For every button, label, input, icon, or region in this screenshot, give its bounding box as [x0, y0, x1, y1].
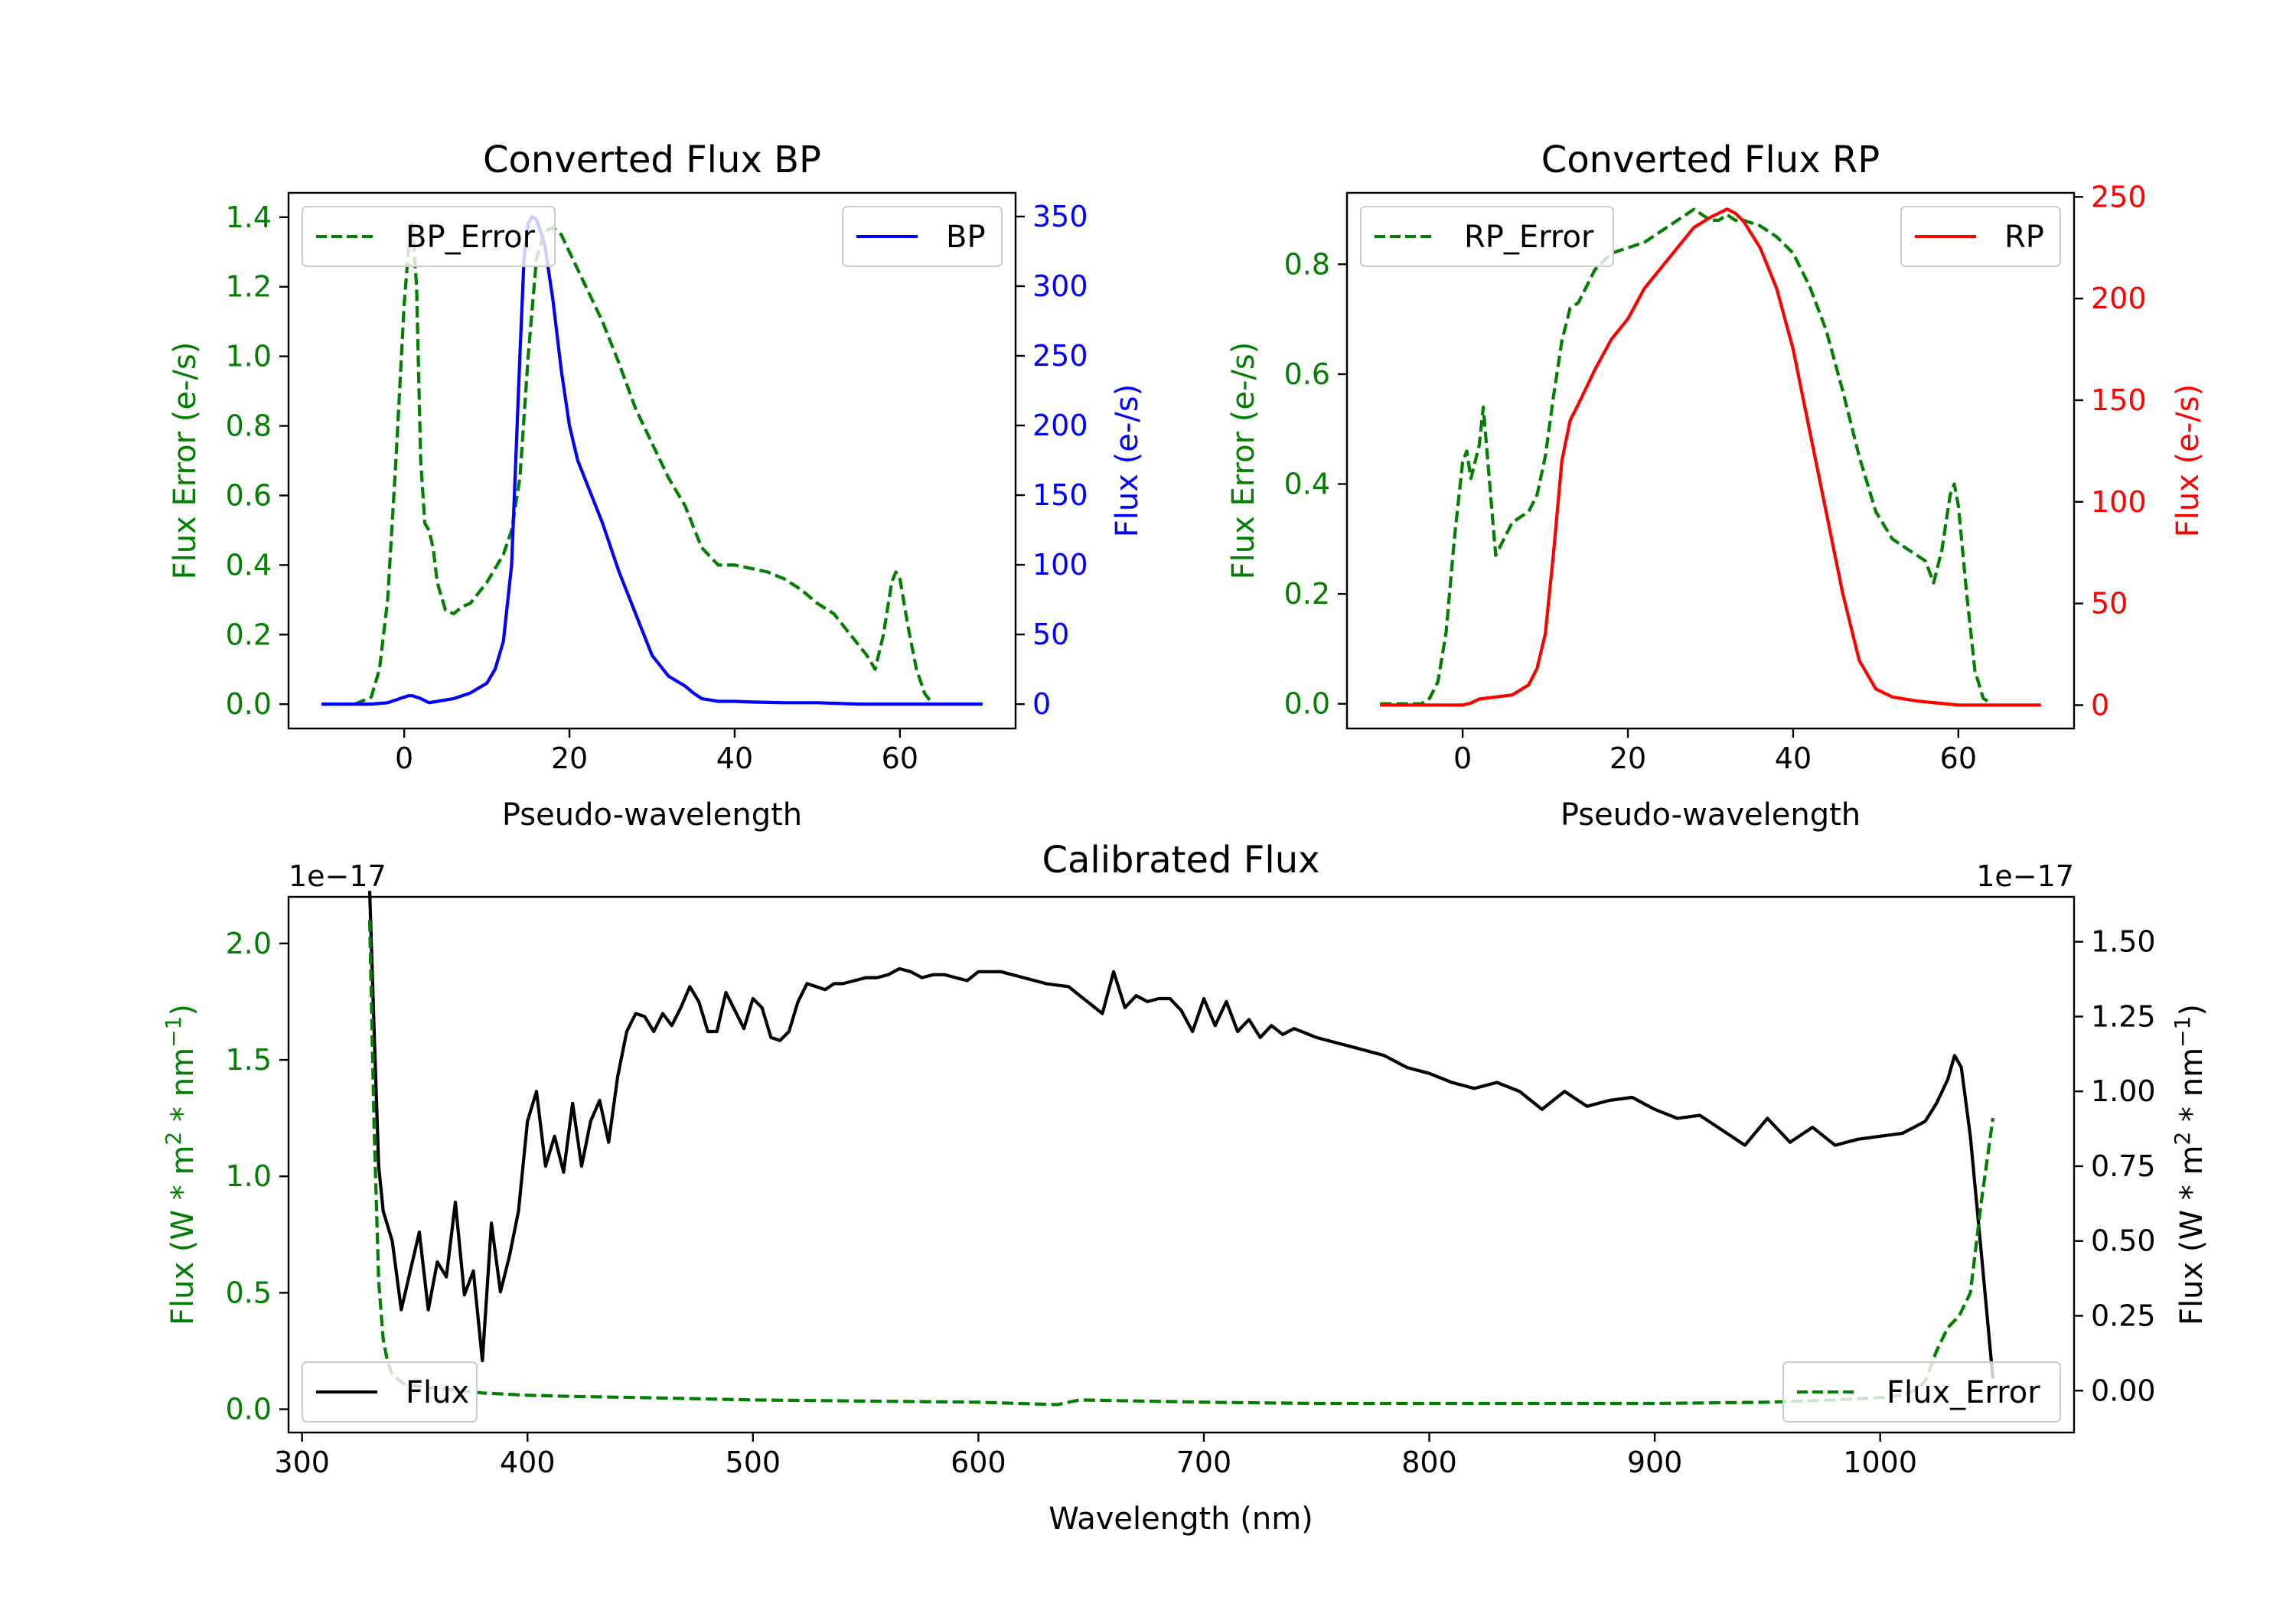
bp-right-tick-label: 50 — [1032, 618, 1069, 651]
rp-legend-label: RP — [2004, 220, 2044, 255]
bp-right-tick-label: 300 — [1032, 269, 1088, 303]
converted-flux-rp-series-rp — [1380, 207, 2041, 707]
rp-x-tick-label: 0 — [1453, 742, 1472, 775]
rp-right-tick-label: 100 — [2091, 485, 2147, 519]
calibrated-panel: Calibrated Flux 1e−17 1e−17 300 400 500 600… — [161, 839, 2210, 1537]
calibrated-right-tick-label: 1.25 — [2091, 999, 2156, 1033]
rp-x-tick-label: 40 — [1775, 742, 1812, 775]
converted-flux-rp-series-rp-error — [1380, 207, 1993, 706]
bp-right-axis-label: Flux (e-/s) — [1110, 384, 1145, 537]
bp-x-tick-label: 40 — [716, 742, 753, 775]
bp-left-tick-label: 0.2 — [226, 618, 272, 651]
rp-left-tick-label: 0.0 — [1284, 687, 1330, 721]
bp-left-tick-label: 1.4 — [226, 200, 272, 234]
calibrated-left-tick-label: 1.5 — [226, 1043, 272, 1077]
calibrated-left-tick-label: 0.0 — [226, 1393, 272, 1426]
calibrated-axes-frame — [287, 895, 2076, 1434]
calibrated-right-offset: 1e−17 — [1976, 859, 2074, 893]
rp-right-tick-label: 50 — [2091, 587, 2128, 621]
rp-legend: RP — [1900, 206, 2061, 267]
calibrated-right-tick-label: 1.50 — [2091, 925, 2156, 959]
bp-right-tick-label: 350 — [1032, 200, 1088, 233]
bp-x-tick-label: 0 — [395, 742, 413, 775]
bp-error-legend: BP_Error — [302, 206, 556, 267]
calibrated-left-offset: 1e−17 — [289, 859, 386, 893]
bp-legend-label: BP — [946, 220, 986, 255]
calibrated-right-tick-label: 0.50 — [2091, 1224, 2156, 1258]
bp-right-tick-label: 100 — [1032, 548, 1088, 582]
calibrated-right-tick-label: 1.00 — [2091, 1074, 2156, 1108]
calibrated-left-axis-label: Flux (W * m2 * nm−1) — [161, 1004, 201, 1325]
rp-left-tick-label: 0.8 — [1284, 247, 1330, 281]
bp-panel: Converted Flux BP 0 20 40 60 0.0 0.2 0.4 0.6 0.8… — [168, 139, 1145, 833]
rp-right-tick-label: 200 — [2091, 282, 2147, 315]
calibrated-left-tick-label: 1.0 — [226, 1159, 272, 1193]
calibrated-x-tick-label: 300 — [274, 1446, 330, 1479]
converted-flux-bp-series-bp — [321, 214, 983, 706]
bp-left-tick-label: 1.0 — [226, 340, 272, 373]
calibrated-x-tick-label: 1000 — [1843, 1446, 1917, 1479]
converted-flux-bp-series-bp-error — [321, 222, 934, 706]
calibrated-x-tick-label: 800 — [1401, 1446, 1457, 1479]
calibrated-x-label: Wavelength (nm) — [1049, 1501, 1313, 1537]
calibrated-title: Calibrated Flux — [1042, 839, 1319, 882]
rp-left-tick-label: 0.6 — [1284, 357, 1330, 391]
rp-right-tick-label: 0 — [2091, 688, 2109, 722]
calibrated-flux-series-flux-error — [367, 920, 1995, 1407]
calibrated-error-legend-label: Flux_Error — [1887, 1375, 2040, 1410]
rp-x-tick-label: 60 — [1940, 742, 1977, 775]
calibrated-x-tick-label: 900 — [1627, 1446, 1683, 1479]
calibrated-x-tick-label: 700 — [1176, 1446, 1232, 1479]
calibrated-right-tick-label: 0.00 — [2091, 1374, 2156, 1407]
bp-x-label: Pseudo-wavelength — [502, 797, 802, 833]
rp-left-tick-label: 0.2 — [1284, 577, 1330, 611]
bp-right-tick-label: 200 — [1032, 409, 1088, 442]
calibrated-left-tick-label: 2.0 — [226, 927, 272, 960]
bp-left-tick-label: 0.4 — [226, 548, 272, 582]
bp-left-tick-label: 0.6 — [226, 478, 272, 512]
bp-right-tick-label: 250 — [1032, 339, 1088, 373]
bp-x-tick-label: 20 — [551, 742, 588, 775]
rp-left-tick-label: 0.4 — [1284, 468, 1330, 501]
bp-left-axis-label: Flux Error (e-/s) — [168, 342, 203, 580]
calibrated-left-tick-label: 0.5 — [226, 1276, 272, 1309]
bp-right-tick-label: 150 — [1032, 478, 1088, 512]
rp-x-label: Pseudo-wavelength — [1561, 797, 1861, 833]
rp-right-axis-label: Flux (e-/s) — [2170, 384, 2206, 537]
bp-left-tick-label: 1.2 — [226, 270, 272, 304]
rp-error-legend-label: RP_Error — [1464, 220, 1594, 255]
rp-plot-area — [1380, 207, 2041, 707]
rp-axes-frame — [1345, 191, 2076, 730]
rp-right-tick-label: 250 — [2091, 180, 2147, 214]
calibrated-flux-series-flux — [367, 891, 1995, 1379]
bp-error-legend-label: BP_Error — [406, 220, 536, 255]
calibrated-x-tick-label: 600 — [951, 1446, 1006, 1479]
calibrated-x-tick-label: 400 — [500, 1446, 556, 1479]
calibrated-error-legend: Flux_Error — [1782, 1361, 2061, 1423]
calibrated-plot-area — [367, 891, 1995, 1407]
calibrated-right-tick-label: 0.75 — [2091, 1149, 2156, 1183]
rp-error-legend: RP_Error — [1360, 206, 1614, 267]
bp-right-tick-label: 0 — [1032, 687, 1051, 721]
bp-title: Converted Flux BP — [483, 139, 821, 181]
bp-plot-area — [321, 214, 983, 706]
bp-axes-frame — [287, 191, 1017, 730]
bp-x-tick-label: 60 — [882, 742, 918, 775]
calibrated-right-axis-label: Flux (W * m2 * nm−1) — [2170, 1004, 2210, 1325]
bp-legend: BP — [842, 206, 1003, 267]
calibrated-flux-legend-label: Flux — [406, 1375, 469, 1410]
rp-x-tick-label: 20 — [1609, 742, 1646, 775]
bp-left-tick-label: 0.0 — [226, 687, 272, 721]
bp-left-tick-label: 0.8 — [226, 409, 272, 443]
rp-left-axis-label: Flux Error (e-/s) — [1226, 342, 1261, 580]
rp-panel: Converted Flux RP 0 20 40 60 0.0 0.2 0.4 0.6 0.8… — [1226, 139, 2206, 833]
calibrated-x-tick-label: 500 — [726, 1446, 781, 1479]
rp-right-tick-label: 150 — [2091, 383, 2147, 417]
calibrated-flux-legend: Flux — [302, 1361, 478, 1423]
calibrated-right-tick-label: 0.25 — [2091, 1299, 2156, 1332]
rp-title: Converted Flux RP — [1541, 139, 1880, 181]
